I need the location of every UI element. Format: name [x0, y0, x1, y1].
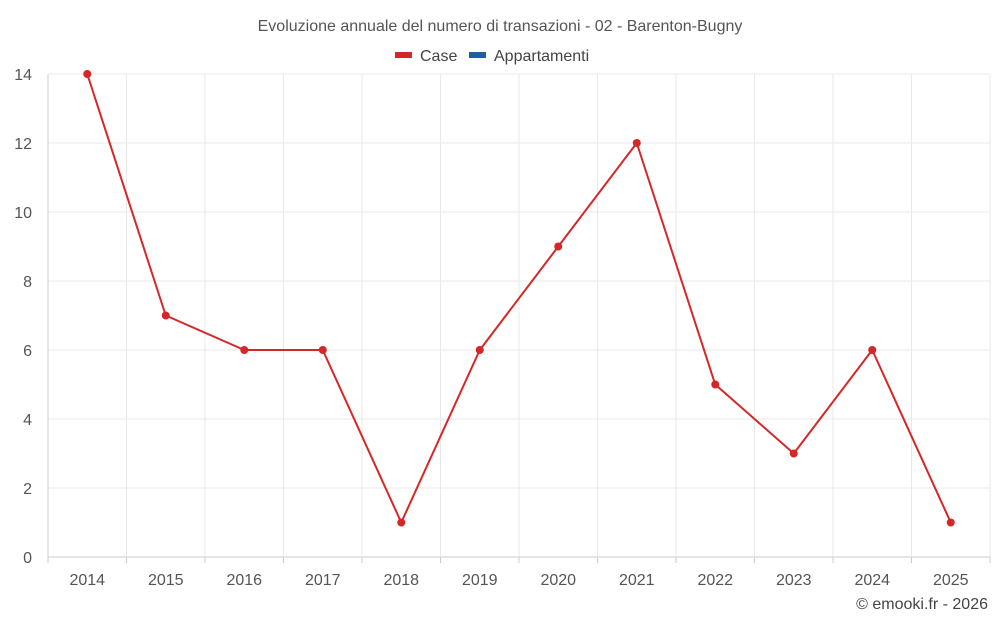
legend-item-appartamenti[interactable]: Appartamenti [469, 48, 589, 65]
data-point[interactable] [397, 518, 406, 527]
data-point[interactable] [868, 346, 877, 354]
x-tick-label: 2024 [854, 572, 890, 589]
y-tick-label: 2 [23, 481, 32, 498]
legend-swatch-appartamenti [469, 52, 486, 58]
y-tick-label: 8 [23, 274, 32, 291]
x-tick-label: 2014 [69, 572, 105, 589]
legend-swatch-case [395, 52, 412, 58]
data-point[interactable] [161, 311, 170, 320]
y-tick-label: 12 [14, 136, 32, 153]
x-axis-ticks: 2014 2015 2016 2017 2018 2019 2020 2021 2022 2023… [69, 572, 968, 589]
data-point[interactable] [554, 242, 563, 251]
data-point[interactable] [711, 380, 720, 389]
series-case [83, 70, 955, 527]
legend-label-appartamenti: Appartamenti [494, 48, 589, 65]
legend-item-case[interactable]: Case [395, 48, 457, 65]
y-axis-ticks: 0 2 4 6 8 10 12 14 [14, 67, 32, 567]
x-tick-label: 2016 [226, 572, 262, 589]
chart-title: Evoluzione annuale del numero di transaz… [258, 18, 743, 35]
x-tick-label: 2025 [933, 572, 969, 589]
x-tick-label: 2023 [776, 572, 812, 589]
credit-text: © emooki.fr - 2026 [856, 596, 988, 613]
y-tick-label: 6 [23, 343, 32, 360]
x-tick-label: 2017 [305, 572, 341, 589]
y-tick-label: 4 [23, 412, 32, 429]
series-line [86, 73, 952, 524]
data-point[interactable] [632, 139, 641, 147]
data-point[interactable] [946, 518, 955, 527]
data-point[interactable] [83, 70, 92, 78]
x-tick-label: 2020 [540, 572, 576, 589]
x-tick-label: 2015 [148, 572, 184, 589]
y-tick-label: 0 [23, 550, 32, 567]
x-tick-label: 2022 [697, 572, 733, 589]
legend: Case Appartamenti [395, 48, 589, 65]
legend-label-case: Case [420, 48, 457, 65]
data-point[interactable] [789, 449, 798, 458]
data-point[interactable] [475, 346, 484, 354]
x-tick-label: 2018 [383, 572, 419, 589]
y-tick-label: 10 [14, 205, 32, 222]
x-tick-label: 2019 [462, 572, 498, 589]
data-point[interactable] [318, 346, 327, 354]
grid-lines [47, 73, 991, 563]
y-tick-label: 14 [14, 67, 32, 84]
x-tick-label: 2021 [619, 572, 655, 589]
data-point[interactable] [240, 346, 249, 354]
